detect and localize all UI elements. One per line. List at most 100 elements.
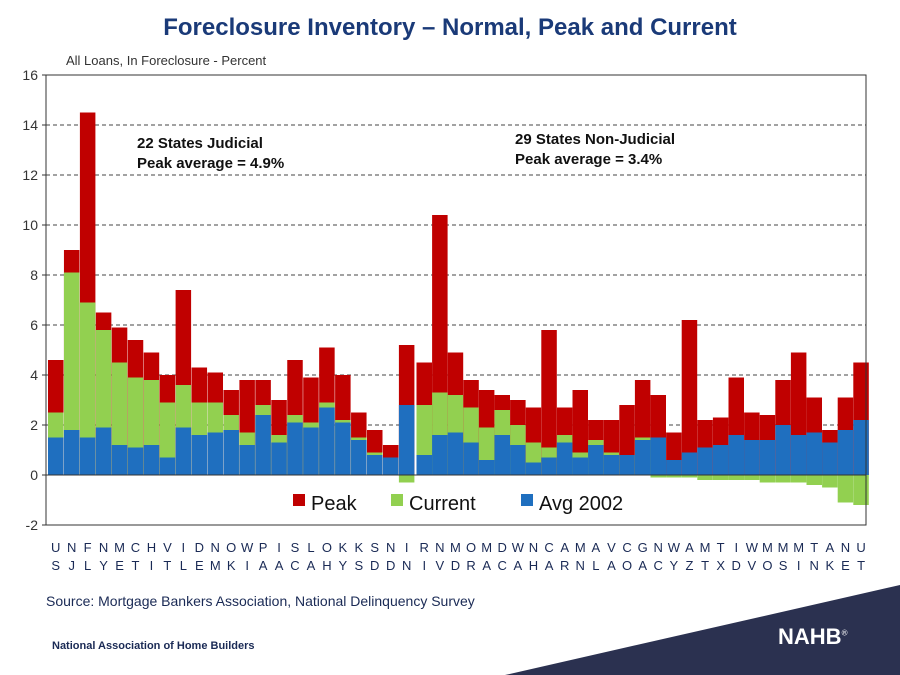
x-tick-label: J (68, 558, 75, 573)
x-tick-label: N (99, 540, 108, 555)
x-tick-label: W (668, 540, 681, 555)
x-tick-label: N (810, 558, 819, 573)
x-tick-label: Z (685, 558, 693, 573)
x-tick-label: I (422, 558, 426, 573)
x-tick-label: F (84, 540, 92, 555)
x-tick-label: Y (670, 558, 679, 573)
x-tick-label: I (405, 540, 409, 555)
bar-current (712, 475, 729, 480)
x-tick-label: I (182, 540, 186, 555)
bar-current (681, 475, 698, 478)
bars (48, 112, 869, 505)
axes: -2 0 2 4 6 8 10 12 14 16 All Loans, In Foreclosure… (22, 53, 867, 533)
x-tick-label: T (717, 540, 725, 555)
bar-peak (541, 330, 557, 475)
x-tick-label: I (734, 540, 738, 555)
x-tick-label: W (746, 540, 759, 555)
x-tick-label: C (544, 540, 553, 555)
x-tick-label: R (560, 558, 569, 573)
bar-avg2002 (255, 415, 271, 475)
bar-avg2002 (432, 435, 448, 475)
x-tick-label: T (810, 540, 818, 555)
x-tick-label: M (793, 540, 804, 555)
y-tick-label: 16 (22, 67, 38, 83)
annotation-title: 22 States Judicial (137, 135, 263, 152)
x-tick-label: D (732, 558, 741, 573)
x-tick-label: W (241, 540, 254, 555)
bar-avg2002 (806, 432, 822, 475)
bar-avg2002 (398, 405, 415, 475)
x-tick-label: D (370, 558, 379, 573)
bar-current (666, 475, 682, 478)
x-tick-label: D (195, 540, 204, 555)
bar-avg2002 (111, 445, 128, 475)
x-tick-label: K (227, 558, 236, 573)
y-tick-label: 0 (30, 467, 38, 483)
y-tick-label: -2 (26, 517, 39, 533)
x-tick-label: S (370, 540, 379, 555)
x-tick-label: M (450, 540, 461, 555)
x-tick-label: E (115, 558, 124, 573)
x-tick-label: V (436, 558, 445, 573)
x-tick-label: O (322, 540, 332, 555)
bar-avg2002 (207, 432, 223, 475)
bar-avg2002 (175, 427, 192, 475)
bar-avg2002 (681, 452, 698, 475)
bar-current (650, 475, 666, 478)
x-tick-label: A (545, 558, 554, 573)
bar-current (728, 475, 744, 480)
bar-current (759, 475, 776, 483)
organization-name: National Association of Home Builders (52, 640, 255, 652)
x-tick-label: T (857, 558, 865, 573)
bar-avg2002 (634, 440, 651, 475)
x-tick-label: C (622, 540, 631, 555)
x-tick-label: Y (339, 558, 348, 573)
x-tick-label: C (131, 540, 140, 555)
bar-avg2002 (416, 455, 432, 475)
bar-current (159, 402, 176, 475)
x-tick-label: I (277, 540, 281, 555)
bar-avg2002 (588, 445, 604, 475)
x-tick-label: I (150, 558, 154, 573)
x-tick-label: X (716, 558, 725, 573)
y-axis-label: All Loans, In Foreclosure - Percent (66, 53, 267, 68)
x-tick-label: S (779, 558, 788, 573)
nahb-logo: NAHB® (778, 624, 848, 649)
x-tick-label: E (841, 558, 850, 573)
bar-avg2002 (853, 420, 869, 475)
bar-avg2002 (303, 427, 319, 475)
bar-avg2002 (759, 440, 776, 475)
bar-current (697, 475, 713, 480)
plot-frame (45, 74, 867, 526)
x-tick-label: W (512, 540, 525, 555)
x-tick-label: T (701, 558, 709, 573)
bar-avg2002 (367, 455, 383, 475)
x-tick-label: M (778, 540, 789, 555)
bar-avg2002 (712, 445, 729, 475)
x-tick-label: A (259, 558, 268, 573)
bar-avg2002 (510, 445, 526, 475)
x-tick-label: O (226, 540, 236, 555)
bar-avg2002 (95, 427, 112, 475)
x-tick-label: N (211, 540, 220, 555)
bar-avg2002 (650, 437, 666, 475)
bar-current (790, 475, 807, 483)
x-tick-label: A (560, 540, 569, 555)
bar-avg2002 (319, 407, 335, 475)
x-tick-label: N (402, 558, 411, 573)
x-tick-label: N (576, 558, 585, 573)
bar-current (822, 475, 838, 488)
source-note: Source: Mortgage Bankers Association, Na… (46, 593, 475, 609)
bar-avg2002 (775, 425, 791, 475)
x-tick-label: Y (99, 558, 108, 573)
legend-label: Avg 2002 (539, 493, 623, 515)
bar-current (775, 475, 791, 483)
x-tick-label: A (514, 558, 523, 573)
x-tick-label: R (420, 540, 429, 555)
bar-avg2002 (822, 442, 838, 475)
x-tick-label: V (607, 540, 616, 555)
x-tick-label: L (307, 540, 314, 555)
y-tick-label: 12 (22, 167, 38, 183)
y-tick-label: 8 (30, 267, 38, 283)
x-tick-label: H (147, 540, 156, 555)
